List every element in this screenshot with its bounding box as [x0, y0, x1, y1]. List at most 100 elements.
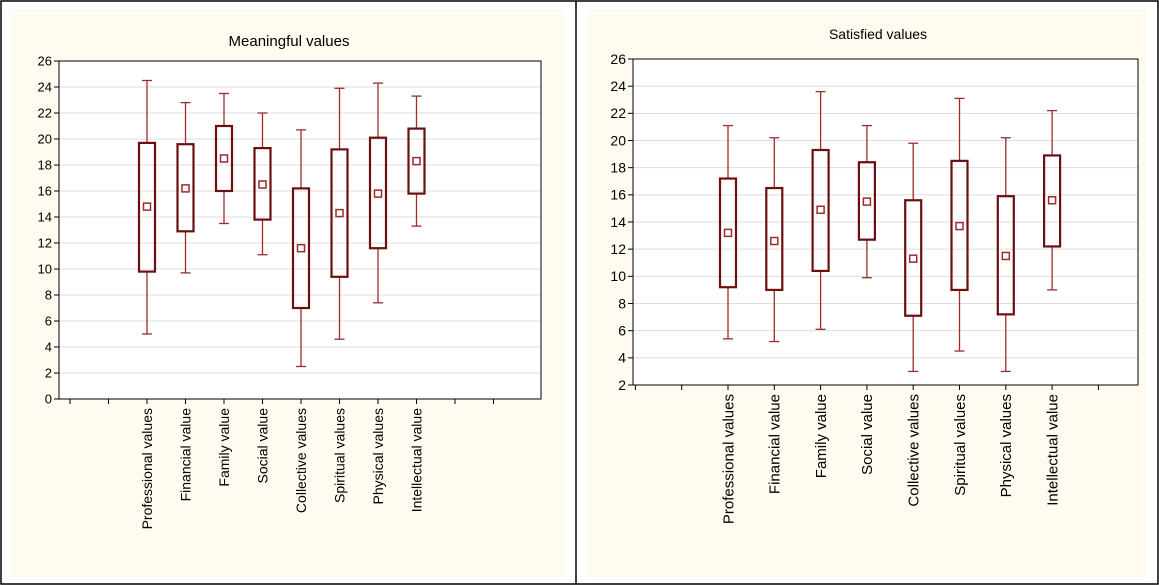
- category-label: Professional values: [139, 408, 155, 529]
- y-tick-label: 22: [38, 106, 52, 121]
- y-tick-label: 12: [38, 236, 52, 251]
- plot-border: [632, 58, 1139, 386]
- category-label: Family value: [216, 408, 232, 487]
- mean-marker: [770, 236, 779, 246]
- y-tick-label: 4: [45, 340, 52, 355]
- iqr-box: [765, 186, 784, 292]
- mean-marker: [373, 189, 383, 198]
- iqr-box: [1043, 154, 1062, 248]
- iqr-box: [330, 148, 349, 278]
- iqr-box: [407, 127, 426, 195]
- satisfied-values-chart: Satisfied values2468101214161820222426Pr…: [610, 26, 1139, 524]
- y-tick-label: 10: [38, 262, 52, 277]
- plot-border: [58, 60, 542, 400]
- y-tick-label: 24: [38, 80, 52, 95]
- y-tick-label: 6: [45, 314, 52, 329]
- mean-marker: [862, 197, 872, 206]
- category-label: Professional values: [720, 394, 737, 524]
- y-tick-label: 2: [618, 377, 626, 393]
- y-tick-label: 14: [610, 214, 626, 230]
- box-5: [904, 142, 923, 373]
- category-label: Social value: [859, 394, 876, 475]
- box-4: [857, 124, 876, 279]
- category-label: Spiritual values: [952, 394, 969, 496]
- y-tick-label: 16: [38, 184, 52, 199]
- iqr-box: [291, 187, 311, 310]
- y-tick-label: 8: [618, 295, 626, 311]
- iqr-box: [214, 124, 234, 193]
- y-tick-label: 18: [38, 158, 52, 173]
- box-6: [950, 97, 969, 352]
- iqr-box: [368, 136, 388, 250]
- y-tick-label: 26: [38, 54, 52, 69]
- mean-marker: [1047, 196, 1057, 205]
- y-tick-label: 16: [610, 187, 626, 203]
- box-7: [368, 82, 388, 304]
- mean-marker: [955, 221, 964, 231]
- mean-marker: [335, 208, 344, 218]
- category-label: Financial value: [177, 408, 193, 502]
- mean-marker: [181, 184, 190, 193]
- iqr-box: [811, 148, 830, 273]
- box-2: [176, 101, 195, 274]
- chart-title: Satisfied values: [829, 26, 927, 42]
- mean-marker: [908, 254, 918, 263]
- box-8: [407, 95, 426, 227]
- y-tick-label: 6: [618, 323, 626, 339]
- y-tick-label: 10: [610, 268, 626, 284]
- mean-marker: [816, 205, 825, 215]
- meaningful-values-chart: Meaningful values02468101214161820222426…: [38, 33, 542, 529]
- y-tick-label: 4: [618, 350, 626, 366]
- box-5: [291, 129, 311, 368]
- category-label: Social value: [254, 408, 270, 484]
- y-tick-label: 18: [610, 160, 626, 176]
- box-7: [996, 137, 1015, 373]
- box-6: [330, 87, 349, 340]
- category-label: Intellectual value: [408, 408, 424, 513]
- category-label: Collective values: [293, 408, 309, 513]
- y-tick-label: 20: [38, 132, 52, 147]
- iqr-box: [137, 141, 157, 273]
- y-tick-label: 24: [610, 78, 626, 94]
- iqr-box: [857, 161, 876, 241]
- y-tick-label: 0: [45, 392, 52, 407]
- iqr-box: [176, 143, 195, 233]
- box-2: [765, 137, 784, 343]
- mean-marker: [219, 154, 229, 163]
- category-label: Intellectual value: [1044, 394, 1061, 506]
- mean-marker: [412, 156, 421, 166]
- category-label: Family value: [813, 394, 830, 478]
- y-tick-label: 26: [610, 51, 626, 67]
- plot-area: [59, 61, 541, 399]
- iqr-box: [904, 199, 923, 317]
- category-label: Physical values: [998, 394, 1015, 497]
- category-label: Financial value: [767, 394, 784, 494]
- mean-marker: [258, 180, 267, 189]
- y-tick-label: 8: [45, 288, 52, 303]
- box-1: [718, 124, 738, 340]
- category-label: Spiritual values: [331, 408, 347, 503]
- y-tick-label: 14: [38, 210, 52, 225]
- y-tick-label: 12: [610, 241, 626, 257]
- box-8: [1043, 109, 1062, 291]
- box-1: [137, 79, 157, 335]
- mean-marker: [1001, 251, 1011, 261]
- iqr-box: [950, 159, 969, 292]
- mean-marker: [142, 202, 152, 211]
- category-label: Physical values: [370, 408, 386, 505]
- box-3: [811, 90, 830, 330]
- box-4: [253, 112, 272, 256]
- iqr-box: [718, 177, 738, 289]
- chart-title: Meaningful values: [229, 33, 350, 50]
- y-tick-label: 2: [45, 366, 52, 381]
- category-label: Collective values: [906, 394, 923, 507]
- mean-marker: [723, 228, 733, 238]
- y-tick-label: 22: [610, 105, 626, 121]
- y-tick-label: 20: [610, 132, 626, 148]
- mean-marker: [296, 243, 306, 253]
- box-3: [214, 92, 234, 225]
- iqr-box: [996, 195, 1015, 316]
- iqr-box: [253, 147, 272, 221]
